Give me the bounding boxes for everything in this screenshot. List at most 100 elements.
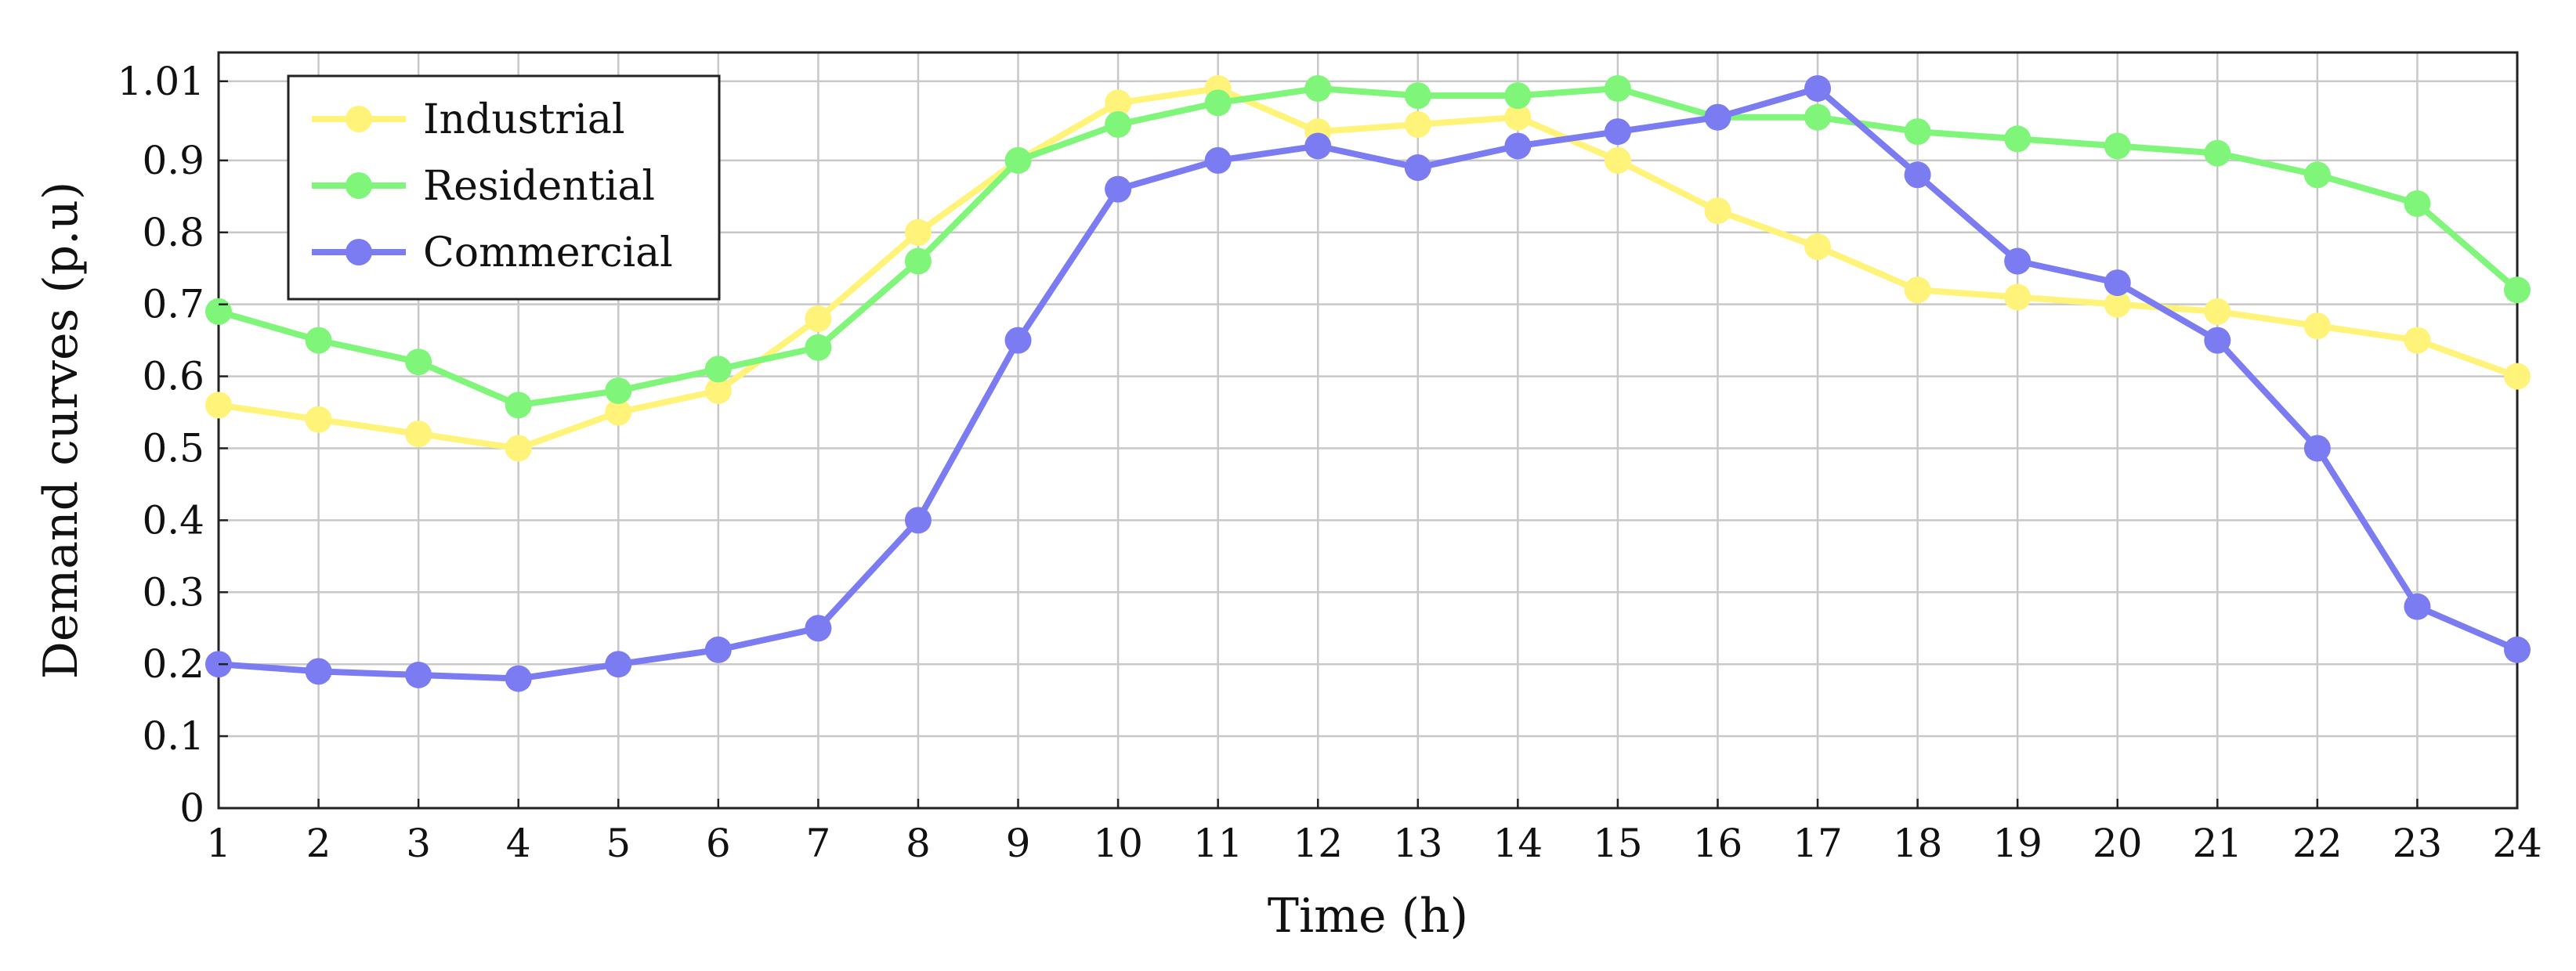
x-tick-label: 3: [406, 821, 431, 866]
legend-swatch-marker: [346, 106, 372, 132]
x-tick-label: 14: [1493, 821, 1543, 866]
commercial-point: [605, 651, 632, 678]
residential-point: [704, 356, 732, 383]
industrial-point: [205, 392, 232, 419]
industrial-point: [405, 421, 432, 448]
industrial-point: [505, 435, 532, 462]
residential-point: [205, 298, 232, 325]
residential-point: [1404, 82, 1431, 110]
industrial-point: [2004, 283, 2031, 311]
industrial-point: [1504, 103, 1532, 131]
x-tick-label: 10: [1093, 821, 1143, 866]
commercial-point: [1904, 161, 1931, 189]
x-tick-label: 2: [306, 821, 331, 866]
residential-point: [2303, 161, 2331, 189]
industrial-point: [1704, 197, 1731, 225]
series-industrial: [205, 74, 2531, 462]
residential-point: [2504, 276, 2531, 304]
y-tick-label: 0.4: [142, 497, 204, 543]
commercial-point: [1504, 132, 1532, 160]
commercial-point: [2004, 247, 2031, 275]
x-axis-title: Time (h): [1268, 889, 1468, 944]
legend-swatch-marker: [346, 239, 372, 265]
x-tick-label: 20: [2093, 821, 2143, 866]
x-tick-label: 6: [706, 821, 731, 866]
industrial-point: [2303, 312, 2331, 340]
y-tick-label: 0: [179, 785, 204, 831]
x-tick-label: 15: [1593, 821, 1643, 866]
commercial-point: [2204, 327, 2231, 354]
industrial-point: [2504, 363, 2531, 390]
residential-point: [1004, 146, 1032, 174]
x-tick-label: 13: [1393, 821, 1443, 866]
residential-point: [2204, 139, 2231, 167]
residential-point: [1304, 74, 1332, 102]
y-tick-label: 0.6: [142, 354, 204, 399]
commercial-point: [505, 665, 532, 692]
x-tick-label: 24: [2492, 821, 2542, 866]
commercial-point: [1304, 132, 1332, 160]
plot-frame: [217, 51, 2519, 810]
x-tick-label: 16: [1693, 821, 1743, 866]
tick-labels: 1 2 3 4 5 6 7 8 9 10 11 12 13 14 15 16 17 18 19 20 21 22 23 240…: [118, 59, 2542, 866]
y-tick-label: 0.5: [142, 425, 204, 471]
commercial-point: [1404, 154, 1431, 182]
commercial-point: [2104, 269, 2131, 297]
industrial-point: [805, 305, 832, 333]
x-tick-label: 12: [1293, 821, 1343, 866]
industrial-point: [1604, 146, 1631, 174]
x-tick-label: 22: [2292, 821, 2343, 866]
x-tick-label: 23: [2393, 821, 2443, 866]
residential-point: [305, 327, 332, 354]
x-tick-label: 9: [1006, 821, 1031, 866]
residential-point: [1204, 89, 1232, 117]
x-tick-label: 4: [506, 821, 531, 866]
commercial-point: [904, 507, 932, 534]
commercial-point: [2404, 593, 2431, 620]
y-axis-title: Demand curves (p.u): [34, 182, 89, 680]
industrial-point: [1404, 110, 1431, 138]
commercial-point: [2303, 435, 2331, 462]
x-tick-label: 19: [1992, 821, 2042, 866]
residential-point: [1105, 110, 1132, 138]
residential-point: [2404, 190, 2431, 217]
industrial-point: [605, 399, 632, 426]
legend-swatch-marker: [346, 172, 372, 199]
residential-point: [405, 348, 432, 376]
commercial-point: [1604, 118, 1631, 146]
industrial-point: [904, 218, 932, 246]
x-tick-label: 7: [805, 821, 830, 866]
industrial-line: [218, 85, 2519, 452]
commercial-line: [218, 85, 2519, 682]
commercial-point: [805, 615, 832, 642]
residential-point: [2104, 132, 2131, 160]
legend-label: Industrial: [423, 96, 625, 143]
legend-item-industrial: Industrial: [312, 96, 625, 143]
legend-label: Commercial: [423, 229, 673, 276]
residential-point: [1504, 82, 1532, 110]
commercial-point: [1105, 175, 1132, 203]
industrial-point: [704, 377, 732, 404]
x-tick-label: 17: [1793, 821, 1843, 866]
y-tick-label: 0.2: [142, 641, 204, 687]
residential-point: [1604, 74, 1631, 102]
y-tick-label: 0.3: [142, 569, 204, 615]
residential-point: [505, 392, 532, 419]
x-tick-label: 8: [906, 821, 931, 866]
industrial-point: [1804, 233, 1832, 261]
residential-point: [1904, 118, 1931, 146]
industrial-point: [2404, 327, 2431, 354]
industrial-point: [2104, 291, 2131, 318]
y-tick-label: 1.01: [118, 59, 204, 104]
industrial-point: [305, 406, 332, 433]
x-tick-label: 11: [1193, 821, 1243, 866]
y-tick-label: 0.1: [142, 713, 204, 759]
legend-item-commercial: Commercial: [312, 229, 673, 276]
x-tick-label: 1: [206, 821, 231, 866]
series-residential: [205, 74, 2531, 419]
commercial-point: [704, 636, 732, 663]
y-tick-label: 0.8: [142, 210, 204, 255]
y-tick-label: 0.7: [142, 282, 204, 327]
residential-point: [904, 247, 932, 275]
